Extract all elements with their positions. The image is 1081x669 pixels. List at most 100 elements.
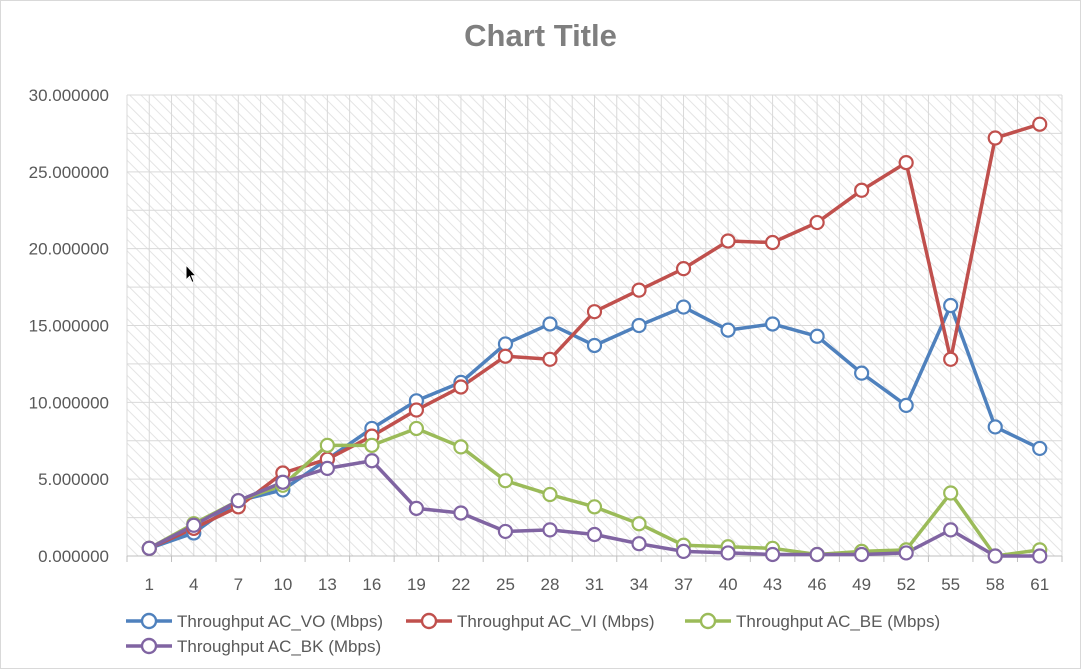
data-point: [453, 505, 469, 521]
data-point: [542, 316, 558, 332]
x-tick-label: 1: [145, 575, 154, 594]
data-point: [898, 155, 914, 171]
data-point: [720, 233, 736, 249]
legend-label: Throughput AC_VO (Mbps): [177, 612, 383, 631]
x-tick-label: 13: [318, 575, 337, 594]
data-point: [631, 317, 647, 334]
legend-item-2: Throughput AC_VI (Mbps): [406, 612, 654, 631]
data-point: [586, 526, 603, 543]
data-point: [542, 351, 558, 367]
x-tick-label: 4: [189, 575, 198, 594]
data-point: [275, 474, 291, 490]
legend: Throughput AC_VO (Mbps) Throughput AC_VI …: [126, 612, 940, 656]
data-point: [542, 486, 558, 503]
legend-item-4: Throughput AC_BK (Mbps): [126, 637, 381, 656]
legend-swatch-marker: [420, 612, 438, 630]
y-tick-label: 25.000000: [29, 163, 109, 182]
data-point: [854, 182, 870, 198]
data-point: [898, 397, 914, 414]
x-tick-label: 52: [897, 575, 916, 594]
data-point: [675, 543, 692, 559]
data-point: [720, 545, 736, 561]
legend-label: Throughput AC_VI (Mbps): [457, 612, 654, 631]
data-point: [809, 546, 825, 563]
x-tick-label: 16: [362, 575, 381, 594]
data-point: [453, 439, 469, 455]
data-point: [631, 536, 647, 552]
data-point: [319, 460, 335, 477]
data-point: [631, 282, 647, 298]
data-point: [497, 336, 514, 352]
x-tick-label: 28: [541, 575, 560, 594]
data-point: [408, 402, 425, 418]
data-point: [854, 546, 870, 563]
data-point: [764, 546, 781, 563]
legend-label: Throughput AC_BE (Mbps): [736, 612, 940, 631]
x-tick-label: 7: [234, 575, 243, 594]
data-point: [186, 517, 202, 533]
data-point: [764, 316, 781, 332]
data-point: [586, 499, 603, 515]
data-point: [1032, 440, 1048, 457]
legend-swatch-marker: [140, 637, 158, 655]
x-tick-label: 40: [719, 575, 738, 594]
y-tick-label: 15.000000: [29, 317, 109, 336]
data-point: [364, 453, 380, 469]
data-point: [408, 420, 425, 437]
data-point: [319, 437, 335, 453]
legend-item-3: Throughput AC_BE (Mbps): [685, 612, 940, 631]
data-point: [943, 485, 959, 501]
data-point: [453, 379, 469, 395]
data-point: [809, 214, 825, 231]
data-point: [631, 516, 647, 532]
data-point: [1032, 116, 1048, 132]
x-tick-label: 19: [407, 575, 426, 594]
legend-label: Throughput AC_BK (Mbps): [177, 637, 381, 656]
y-tick-label: 0.000000: [38, 547, 109, 566]
data-point: [764, 234, 781, 251]
x-tick-label: 10: [273, 575, 292, 594]
data-point: [675, 299, 692, 315]
data-point: [230, 493, 246, 509]
data-point: [497, 523, 514, 540]
data-point: [141, 540, 157, 556]
data-point: [497, 473, 514, 489]
legend-item-1: Throughput AC_VO (Mbps): [126, 612, 383, 631]
data-point: [854, 365, 870, 381]
x-tick-label: 58: [986, 575, 1005, 594]
data-point: [497, 348, 514, 364]
data-point: [408, 500, 425, 516]
y-tick-label: 20.000000: [29, 240, 109, 259]
data-point: [720, 322, 736, 338]
data-point: [586, 337, 603, 354]
legend-swatch-marker: [699, 612, 717, 630]
x-tick-label: 25: [496, 575, 515, 594]
x-tick-label: 46: [808, 575, 827, 594]
x-tick-label: 55: [941, 575, 960, 594]
data-point: [542, 522, 558, 538]
chart-title: Chart Title: [464, 18, 617, 53]
data-point: [987, 419, 1003, 435]
y-tick-label: 5.000000: [38, 470, 109, 489]
y-tick-label: 10.000000: [29, 393, 109, 412]
series-lines: [141, 116, 1048, 564]
data-point: [987, 130, 1003, 146]
data-point: [943, 351, 959, 367]
x-tick-label: 31: [585, 575, 604, 594]
data-point: [898, 545, 914, 561]
y-tick-label: 30.000000: [29, 86, 109, 105]
legend-swatch-marker: [140, 612, 158, 630]
axes: 0.000000 5.000000 10.000000 15.000000 20.000…: [29, 86, 1063, 594]
data-point: [586, 304, 603, 320]
data-point: [675, 261, 692, 277]
x-tick-label: 37: [674, 575, 693, 594]
data-point: [1032, 548, 1048, 564]
data-point: [943, 522, 959, 538]
x-tick-label: 49: [852, 575, 871, 594]
data-point: [943, 297, 959, 314]
x-tick-label: 22: [451, 575, 470, 594]
data-point: [809, 328, 825, 344]
data-point: [364, 437, 380, 453]
x-tick-label: 34: [630, 575, 649, 594]
